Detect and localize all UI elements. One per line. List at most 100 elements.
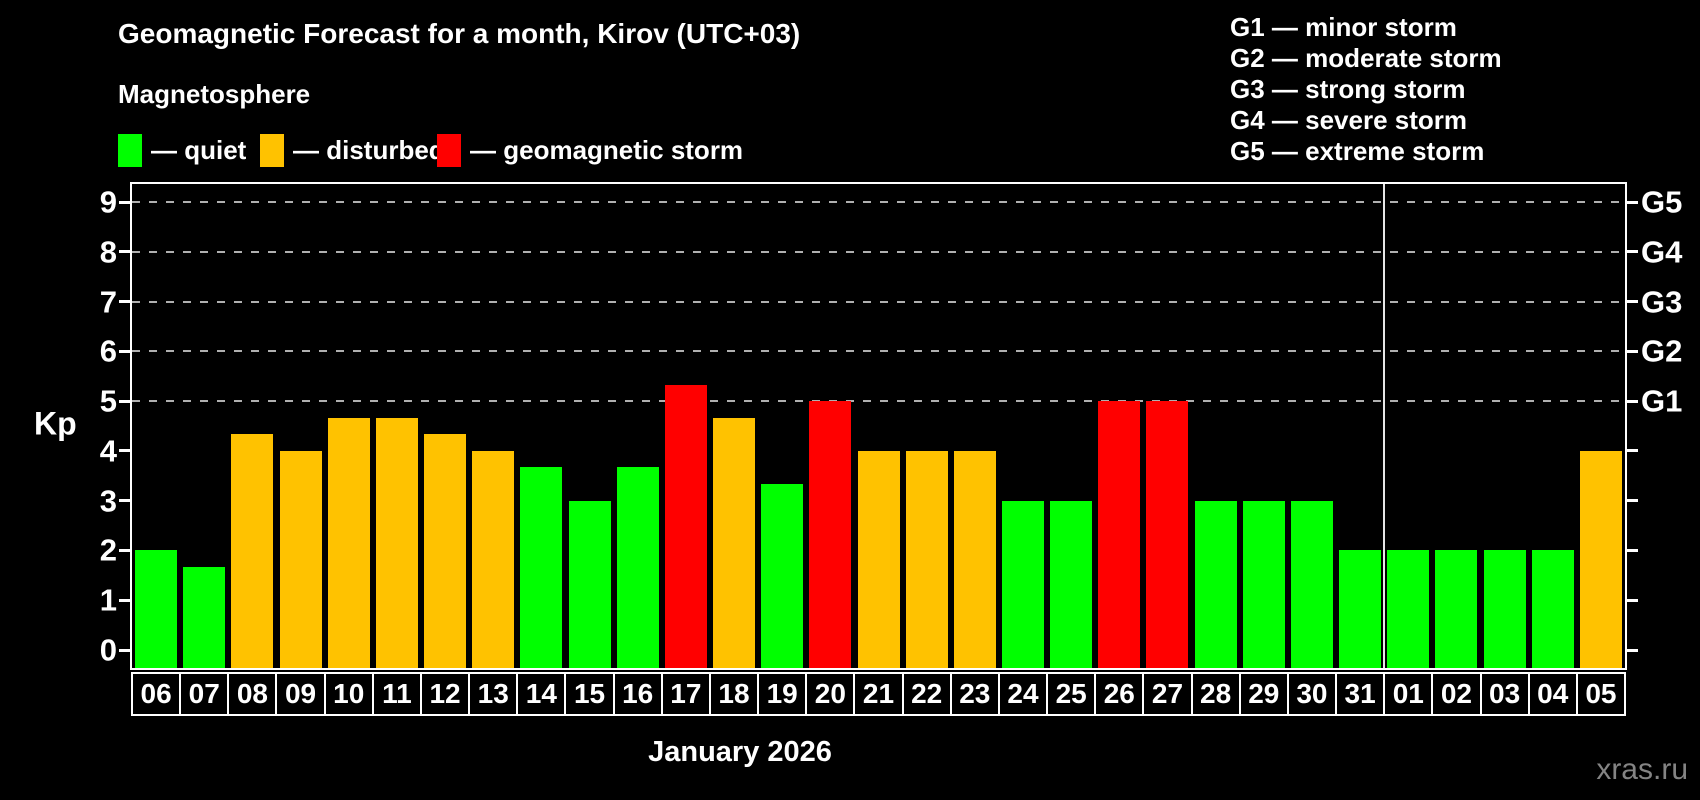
right-tick-kp7	[1627, 300, 1638, 304]
right-tick-kp1	[1627, 598, 1638, 602]
storm-color-swatch	[437, 133, 461, 167]
day-label-02: 02	[1431, 672, 1482, 716]
left-tick-kp8	[119, 250, 130, 254]
legend-label-disturbed: — disturbed	[293, 134, 445, 165]
day-label-19: 19	[757, 672, 808, 716]
left-tick-kp0	[119, 648, 130, 652]
right-tick-kp4	[1627, 449, 1638, 453]
kp-bar-day-09	[279, 450, 322, 668]
right-tick-kp6	[1627, 349, 1638, 353]
day-label-12: 12	[419, 672, 471, 716]
kp-bar-day-29	[1242, 500, 1285, 668]
day-label-06: 06	[131, 672, 182, 716]
storm-scale-line-g4: G4 — severe storm	[1230, 105, 1468, 135]
day-label-28: 28	[1190, 672, 1241, 716]
y-tick-label-0: 0	[99, 632, 117, 668]
legend-item-storm: — geomagnetic storm	[437, 132, 743, 168]
storm-scale-line-g5: G5 — extreme storm	[1230, 136, 1485, 166]
kp-bar-day-05	[1579, 450, 1622, 668]
gridline-kp6	[132, 350, 1625, 353]
right-tick-kp3	[1627, 499, 1638, 503]
day-label-26: 26	[1094, 672, 1145, 716]
kp-bar-day-17	[664, 384, 707, 668]
right-axis-label-g5: G5	[1641, 184, 1683, 220]
kp-bar-day-21	[857, 450, 900, 668]
kp-bar-day-10	[327, 417, 370, 668]
day-label-04: 04	[1527, 672, 1578, 716]
y-tick-label-1: 1	[99, 582, 117, 618]
left-tick-kp2	[119, 548, 130, 552]
kp-bar-day-15	[568, 500, 611, 668]
day-label-11: 11	[371, 672, 422, 716]
day-label-23: 23	[949, 672, 1000, 716]
left-tick-kp4	[119, 449, 130, 453]
day-label-27: 27	[1142, 672, 1193, 716]
kp-bar-day-30	[1290, 500, 1333, 668]
kp-bar-day-20	[809, 401, 852, 668]
kp-bar-day-06	[135, 550, 178, 668]
day-label-24: 24	[997, 672, 1049, 716]
y-tick-label-6: 6	[99, 333, 117, 369]
left-tick-kp3	[119, 499, 130, 503]
left-tick-kp1	[119, 598, 130, 602]
kp-bar-day-25	[1050, 500, 1093, 668]
kp-bar-day-04	[1531, 550, 1574, 668]
day-label-18: 18	[708, 672, 760, 716]
y-tick-label-3: 3	[99, 483, 117, 519]
storm-scale-legend: G1 — minor storm G2 — moderate storm G3 — …	[1230, 12, 1502, 167]
magnetosphere-label: Magnetosphere	[118, 79, 311, 109]
right-axis-label-g3: G3	[1641, 284, 1683, 320]
gridline-kp7	[132, 300, 1625, 303]
left-tick-kp9	[119, 200, 130, 204]
day-label-14: 14	[516, 672, 567, 716]
y-tick-label-4: 4	[99, 433, 117, 469]
day-label-17: 17	[660, 672, 711, 716]
quiet-color-swatch	[118, 133, 142, 167]
kp-bar-day-24	[1001, 500, 1044, 668]
kp-bar-day-26	[1098, 401, 1141, 668]
y-tick-label-5: 5	[99, 383, 117, 419]
right-tick-kp9	[1627, 200, 1638, 204]
kp-bar-day-28	[1194, 500, 1237, 668]
gridline-kp9	[132, 201, 1625, 203]
kp-bar-day-01	[1387, 550, 1430, 668]
left-tick-kp7	[119, 300, 130, 304]
kp-bar-day-19	[761, 484, 804, 668]
storm-scale-line-g1: G1 — minor storm	[1230, 12, 1457, 42]
kp-bar-day-22	[905, 450, 948, 668]
day-label-03: 03	[1479, 672, 1530, 716]
watermark: xras.ru	[1596, 753, 1688, 786]
chart-title: Geomagnetic Forecast for a month, Kirov …	[118, 18, 801, 49]
x-axis-month-label: January 2026	[648, 736, 832, 768]
day-label-07: 07	[179, 672, 230, 716]
day-label-31: 31	[1335, 672, 1386, 716]
kp-bar-day-07	[183, 566, 226, 668]
y-tick-label-9: 9	[99, 184, 117, 220]
storm-scale-line-g3: G3 — strong storm	[1230, 74, 1466, 104]
legend-item-disturbed: — disturbed	[260, 132, 445, 168]
day-label-30: 30	[1286, 672, 1338, 716]
plot-area	[130, 182, 1627, 670]
kp-bar-day-02	[1435, 550, 1478, 668]
day-label-09: 09	[275, 672, 326, 716]
kp-bar-day-31	[1339, 550, 1382, 668]
y-axis-label: Kp	[34, 405, 77, 442]
day-label-22: 22	[901, 672, 952, 716]
day-label-25: 25	[1046, 672, 1097, 716]
right-tick-kp2	[1627, 548, 1638, 552]
right-axis-label-g1: G1	[1641, 383, 1683, 419]
kp-bar-day-13	[472, 450, 515, 668]
kp-bar-day-23	[953, 450, 996, 668]
month-boundary-line	[1383, 184, 1386, 668]
legend-item-quiet: — quiet	[118, 132, 246, 168]
day-label-20: 20	[805, 672, 856, 716]
day-label-16: 16	[612, 672, 663, 716]
kp-bar-day-14	[520, 467, 563, 668]
legend-label-quiet: — quiet	[151, 134, 247, 165]
kp-bar-day-16	[616, 467, 659, 668]
day-label-13: 13	[468, 672, 519, 716]
kp-bar-day-18	[713, 417, 756, 668]
kp-bar-day-11	[375, 417, 418, 668]
gridline-kp8	[132, 250, 1625, 253]
